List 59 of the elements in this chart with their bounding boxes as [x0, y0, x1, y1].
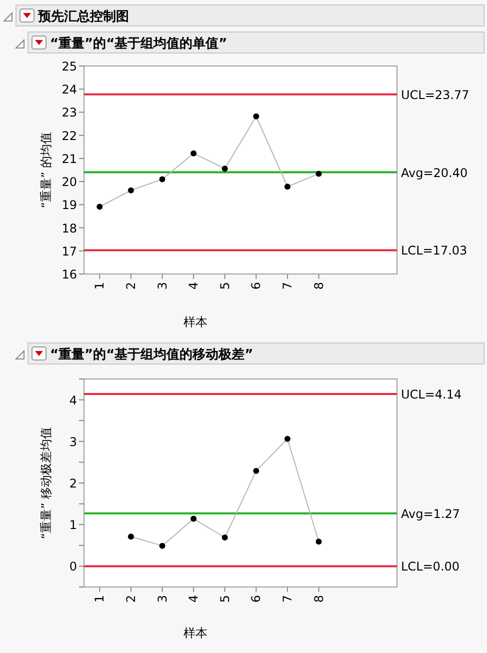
- x-tick-label: 1: [92, 282, 107, 290]
- x-tick-label: 5: [218, 595, 232, 603]
- point: [190, 150, 197, 156]
- chart-title: “重量”的“基于组均值的移动极差”: [50, 346, 254, 362]
- x-tick-label: 8: [312, 595, 326, 603]
- point: [316, 170, 322, 177]
- point: [253, 113, 260, 120]
- ref-line-label: LCL=17.03: [401, 244, 468, 258]
- y-tick-label: 24: [62, 82, 77, 97]
- point: [190, 516, 197, 522]
- y-axis-title: “重量” 移动极差均值: [39, 426, 53, 540]
- x-tick-label: 5: [218, 282, 232, 290]
- y-tick-label: 16: [62, 268, 77, 282]
- chart-subtitle: “重量”的“基于组均值的单值”: [50, 36, 228, 52]
- y-tick-label: 4: [69, 393, 77, 408]
- ref-line-label: LCL=0.00: [401, 560, 460, 574]
- x-tick-label: 6: [249, 282, 264, 290]
- y-tick-label: 19: [62, 198, 77, 212]
- x-tick-label: 4: [186, 282, 201, 290]
- x-axis-title: 样本: [184, 315, 208, 329]
- y-tick-label: 17: [62, 244, 77, 258]
- point: [159, 542, 166, 549]
- y-tick-label: 0: [69, 560, 77, 574]
- point: [284, 436, 290, 442]
- point: [96, 204, 103, 210]
- x-tick-label: 3: [155, 595, 170, 603]
- y-tick-label: 25: [62, 60, 77, 74]
- x-tick-label: 7: [280, 282, 294, 290]
- y-tick-label: 21: [62, 152, 77, 166]
- y-tick-label: 20: [62, 175, 77, 190]
- x-axis-title: 样本: [184, 626, 208, 640]
- point: [316, 538, 322, 545]
- y-axis-title: “重量” 的均值: [39, 132, 53, 208]
- x-tick-label: 3: [155, 282, 170, 290]
- y-tick-label: 18: [62, 221, 77, 236]
- x-tick-label: 7: [280, 595, 294, 603]
- y-tick-label: 2: [69, 476, 77, 490]
- y-tick-label: 22: [62, 128, 77, 143]
- point: [222, 166, 228, 172]
- ref-line-label: Avg=20.40: [401, 166, 468, 180]
- ref-line-label: Avg=1.27: [401, 506, 460, 521]
- y-tick-label: 23: [62, 106, 77, 120]
- x-tick-label: 6: [249, 595, 264, 603]
- ref-line-label: UCL=4.14: [401, 387, 462, 402]
- x-tick-label: 4: [186, 595, 201, 603]
- ref-line-label: UCL=23.77: [401, 88, 470, 102]
- y-tick-label: 1: [69, 518, 77, 532]
- x-tick-label: 2: [124, 595, 138, 603]
- point: [284, 184, 290, 190]
- chart-title: 预先汇总控制图: [37, 8, 129, 24]
- point: [159, 176, 166, 182]
- point: [128, 534, 134, 540]
- point: [128, 187, 134, 194]
- x-tick-label: 8: [312, 282, 326, 290]
- y-tick-label: 3: [69, 434, 77, 449]
- x-tick-label: 1: [92, 595, 107, 603]
- point: [253, 468, 260, 474]
- x-tick-label: 2: [124, 282, 138, 290]
- point: [222, 534, 228, 540]
